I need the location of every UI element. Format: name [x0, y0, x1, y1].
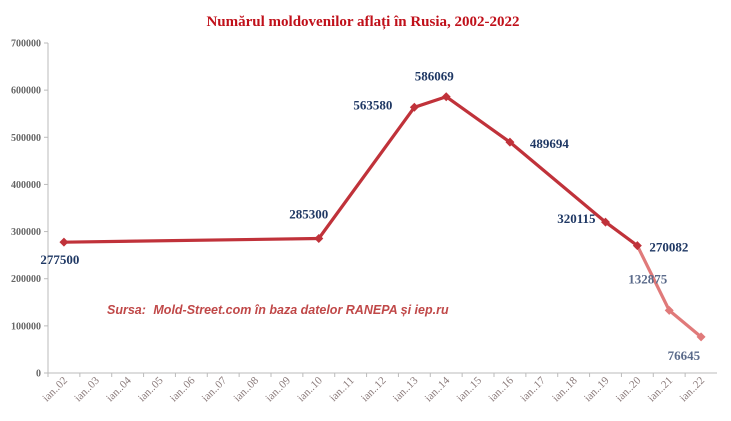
series-segment — [603, 220, 639, 248]
series-segment — [412, 95, 448, 109]
series-segment — [444, 95, 512, 144]
x-tick-label: ian..14 — [423, 374, 453, 404]
data-point-marker — [632, 241, 642, 251]
data-label: 76645 — [668, 348, 701, 363]
x-tick-label: ian..21 — [646, 375, 676, 405]
series-segment — [508, 140, 608, 224]
x-tick-label: ian..12 — [359, 375, 389, 405]
y-tick-label: 200000 — [11, 274, 41, 285]
y-tick-label: 100000 — [11, 321, 41, 332]
x-tick-label: ian..08 — [232, 374, 262, 404]
data-point-marker — [601, 217, 610, 227]
x-tick-label: ian..17 — [518, 374, 548, 404]
data-label: 285300 — [289, 207, 328, 222]
series-markers — [59, 92, 706, 342]
x-tick-label: ian..10 — [295, 374, 325, 404]
data-point-marker — [664, 305, 674, 315]
x-tick-label: ian..03 — [72, 374, 102, 404]
axes: 0 100000 200000 300000 400000 500000 600000 700… — [11, 39, 717, 405]
data-label: 489694 — [530, 136, 570, 151]
data-point-marker — [59, 237, 69, 247]
chart-title: Numărul moldovenilor aflați în Rusia, 20… — [206, 14, 519, 30]
x-tick-label: ian..05 — [136, 374, 166, 404]
series-segment — [62, 236, 321, 244]
data-label: 563580 — [353, 97, 392, 112]
x-tick-label: ian..11 — [327, 375, 356, 404]
series-segment — [635, 244, 671, 312]
series-segment — [667, 308, 703, 339]
y-tick-label: 700000 — [11, 39, 41, 50]
y-tick-label: 0 — [36, 369, 41, 380]
x-tick-label: ian..13 — [391, 374, 421, 404]
series-lines — [62, 95, 703, 339]
data-label: 270082 — [649, 240, 688, 255]
data-label: 586069 — [415, 69, 455, 84]
x-tick-label: ian..18 — [550, 374, 580, 404]
y-tick-label: 300000 — [11, 227, 41, 238]
x-tick-label: ian..09 — [263, 374, 293, 404]
data-point-marker — [696, 332, 706, 342]
x-tick-label: ian..04 — [104, 374, 134, 404]
series-segment — [317, 105, 416, 241]
x-tick-label: ian..07 — [200, 374, 230, 404]
y-tick-label: 600000 — [11, 86, 41, 97]
data-point-marker — [409, 102, 419, 112]
x-tick-label: ian..19 — [582, 374, 612, 404]
data-point-marker — [505, 137, 515, 147]
x-tick-label: ian..16 — [486, 374, 516, 404]
x-tick-label: ian..02 — [40, 375, 70, 405]
data-point-marker — [314, 234, 324, 244]
source-text: Mold-Street.com în baza datelor RANEPA ș… — [153, 303, 449, 317]
x-tick-label: ian..22 — [678, 375, 708, 405]
data-point-marker — [441, 92, 451, 102]
y-tick-label: 500000 — [11, 133, 41, 144]
data-labels: 277500 285300 563580 586069 489694 320115 2700… — [40, 69, 700, 363]
source-note: Sursa: Mold-Street.com în baza datelor R… — [107, 303, 449, 317]
x-tick-label: ian..15 — [455, 374, 485, 404]
x-tick-label: ian..06 — [168, 374, 198, 404]
source-label: Sursa: — [107, 303, 146, 317]
x-tick-label: ian..20 — [614, 374, 644, 404]
data-label: 277500 — [40, 252, 79, 267]
data-label: 132875 — [628, 271, 668, 286]
data-label: 320115 — [557, 211, 596, 226]
y-tick-label: 400000 — [11, 180, 41, 191]
